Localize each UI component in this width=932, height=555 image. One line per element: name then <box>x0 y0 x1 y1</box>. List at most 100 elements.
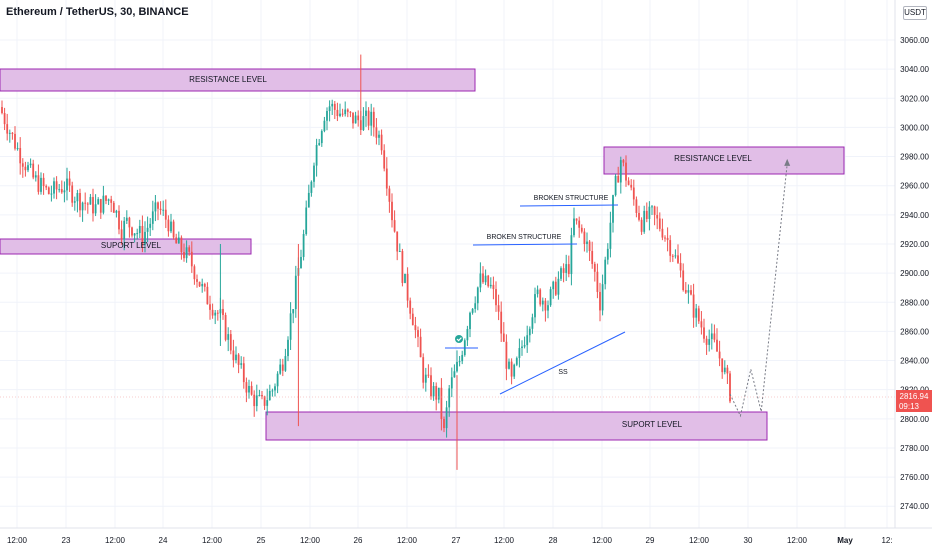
candle-body <box>336 109 339 117</box>
candle-body <box>370 111 373 126</box>
price-tick-label: 2900.00 <box>900 269 929 278</box>
candle-body <box>651 206 653 208</box>
candle-body <box>253 394 256 407</box>
candle-body <box>575 218 578 221</box>
candle-body <box>614 176 617 196</box>
candle-body <box>388 188 391 202</box>
candle-body <box>47 187 50 194</box>
candle-body <box>112 202 115 213</box>
candle-body <box>456 361 458 372</box>
candle-body <box>518 348 521 359</box>
candle-body <box>591 251 594 264</box>
candle-body <box>19 148 22 164</box>
broken-structure-line-2[interactable] <box>519 204 619 207</box>
symbol-title[interactable]: Ethereum / TetherUS, 30, BINANCE <box>6 6 189 18</box>
candle-body <box>367 110 370 126</box>
candle-body <box>619 160 622 183</box>
candle-body <box>703 327 705 339</box>
candle-body <box>513 364 516 377</box>
candle-body <box>354 115 357 124</box>
candle-body <box>261 395 263 397</box>
broken-structure-line-1[interactable] <box>472 243 578 246</box>
support-zone-bottom[interactable] <box>265 411 768 441</box>
candle-body <box>383 150 386 169</box>
candle-body <box>164 209 167 220</box>
candle-body <box>609 222 612 249</box>
candle-body <box>196 279 198 282</box>
time-tick-label: 27 <box>452 536 461 545</box>
candle-body <box>118 210 120 230</box>
candle-body <box>333 103 336 110</box>
candle-body <box>159 208 162 211</box>
candle-body <box>58 189 61 191</box>
candle-body <box>71 185 74 203</box>
candle-body <box>120 229 123 240</box>
price-tick-label: 3000.00 <box>900 123 929 132</box>
candle-body <box>284 356 287 371</box>
resistance-zone-right[interactable] <box>603 146 845 175</box>
candle-body <box>495 289 497 306</box>
candle-body <box>63 190 66 193</box>
candle-body <box>209 304 211 310</box>
candle-body <box>443 418 445 429</box>
candle-body <box>461 354 464 362</box>
candle-body <box>679 262 682 271</box>
candle-body <box>570 235 573 275</box>
resistance-label-top: RESISTANCE LEVEL <box>189 75 267 84</box>
candle-body <box>300 256 302 269</box>
candle-body <box>344 109 347 115</box>
candle-body <box>690 290 692 295</box>
candle-body <box>645 210 648 219</box>
price-axis[interactable]: 3060.00 3040.00 3020.00 3000.00 2980.00 2960.… <box>894 0 932 528</box>
candle-body <box>658 218 661 229</box>
candle-body <box>401 251 404 283</box>
candle-body <box>320 131 323 144</box>
candle-body <box>29 163 32 166</box>
candle-body <box>21 163 24 167</box>
time-axis[interactable]: 12:00 23 12:00 24 12:00 25 12:00 26 12:00 27 12:00… <box>0 527 932 550</box>
candle-body <box>666 237 669 241</box>
candle-body <box>411 313 414 326</box>
support-zone-left[interactable] <box>0 238 252 255</box>
resistance-label-right: RESISTANCE LEVEL <box>674 154 752 163</box>
candle-body <box>55 181 58 190</box>
candle-body <box>625 162 627 181</box>
candle-body <box>180 237 183 253</box>
currency-selector[interactable]: USDT <box>903 6 927 20</box>
candle-body <box>357 115 360 121</box>
candle-body <box>419 336 422 358</box>
candle-body <box>635 199 638 213</box>
candle-body <box>723 367 726 373</box>
candle-body <box>484 275 487 283</box>
candle-body <box>617 176 620 183</box>
time-tick-label: 12:00 <box>494 536 515 545</box>
candle-body <box>547 305 549 311</box>
price-ticks: 3060.00 3040.00 3020.00 3000.00 2980.00 2960.… <box>900 36 929 511</box>
candle-body <box>398 251 401 253</box>
candle-body <box>422 357 425 383</box>
candle-body <box>664 237 666 239</box>
resistance-zone-top[interactable] <box>0 68 476 92</box>
candle-body <box>97 199 100 205</box>
price-tick-label: 2920.00 <box>900 240 929 249</box>
candle-body <box>510 361 513 377</box>
candle-body <box>497 305 500 312</box>
candle-body <box>40 177 42 192</box>
candle-body <box>687 290 690 293</box>
candle-body <box>523 345 526 347</box>
trendline-label: SS <box>558 369 568 376</box>
ascending-trendline[interactable] <box>499 331 626 395</box>
candle-body <box>328 106 331 111</box>
candle-body <box>539 289 542 305</box>
check-marker-icon[interactable] <box>455 335 463 343</box>
zones-layer <box>0 68 845 441</box>
candle-body <box>123 220 126 240</box>
projection-path[interactable] <box>729 163 788 418</box>
candle-body <box>528 328 531 336</box>
candle-body <box>45 186 48 188</box>
candle-body <box>599 291 601 311</box>
candle-body <box>115 210 118 213</box>
candle-body <box>557 278 560 295</box>
